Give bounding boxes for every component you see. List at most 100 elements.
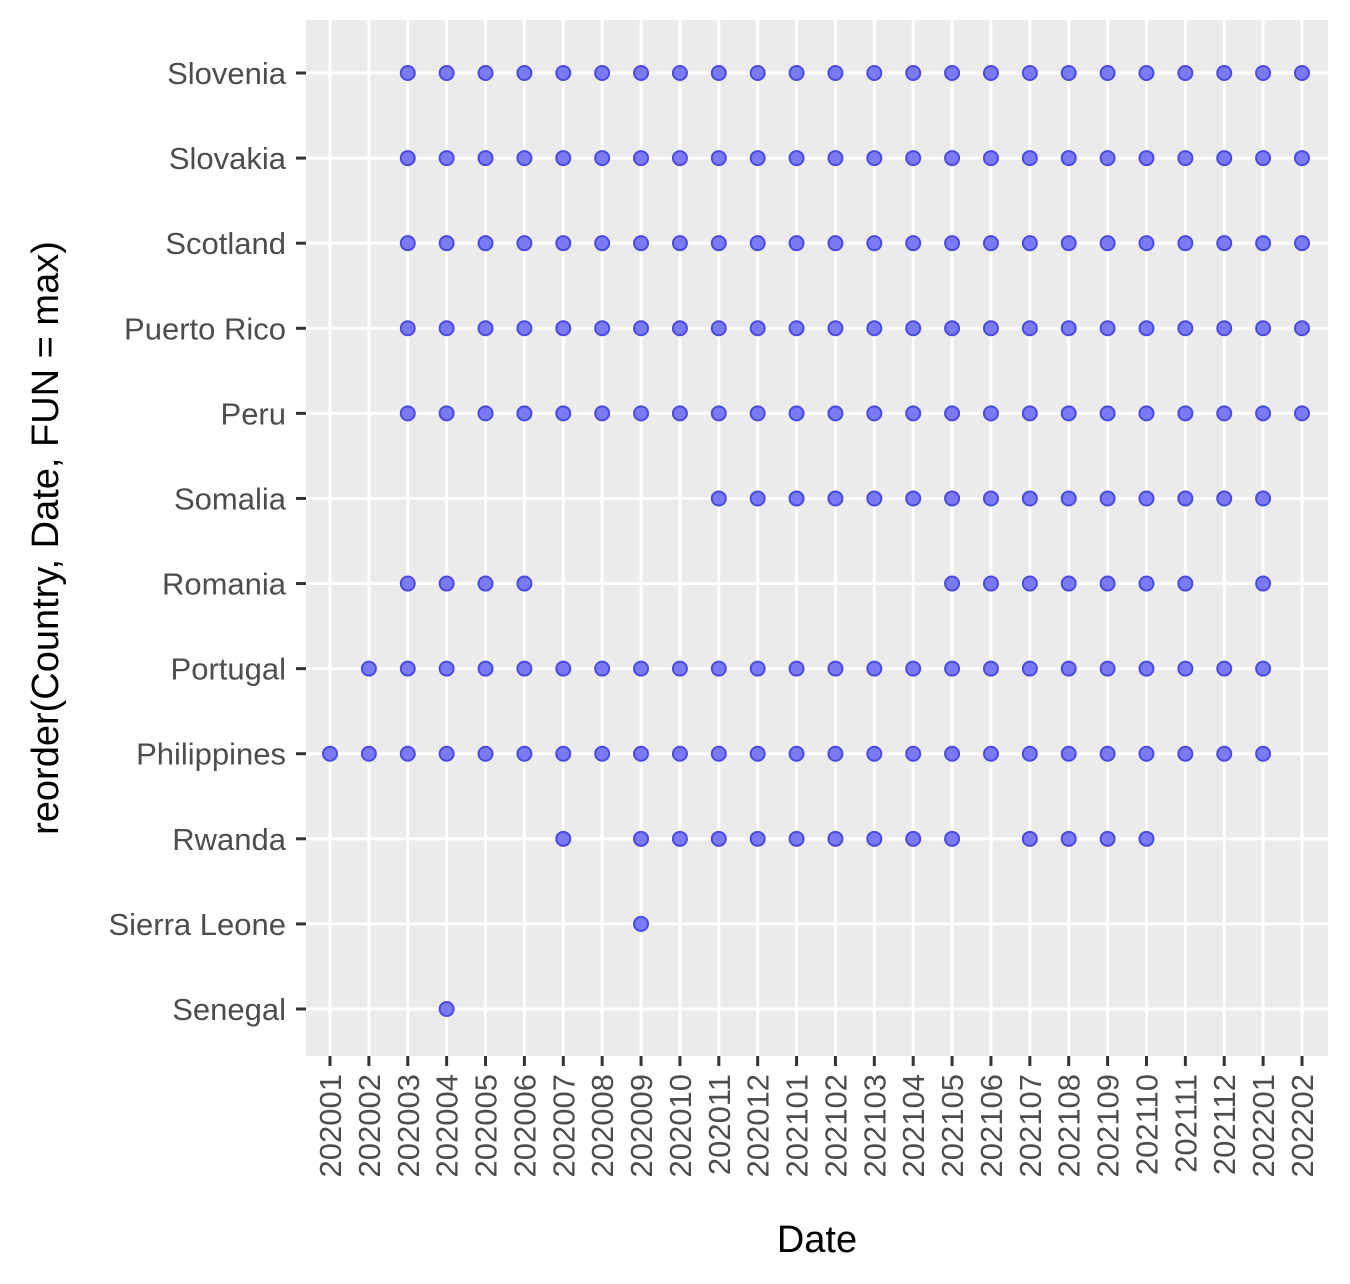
- data-point: [594, 65, 611, 81]
- x-tick-label: 202001: [313, 1074, 348, 1177]
- x-tick-label: 202202: [1285, 1074, 1320, 1177]
- data-point: [1255, 490, 1272, 507]
- data-point: [905, 320, 922, 337]
- data-point: [827, 65, 844, 81]
- data-point: [866, 320, 883, 337]
- data-point: [1060, 660, 1077, 677]
- data-point: [1138, 150, 1155, 167]
- data-point: [399, 150, 416, 167]
- x-tick-label: 202201: [1246, 1074, 1281, 1177]
- x-tick-label: 202111: [1168, 1074, 1203, 1173]
- data-point: [1216, 490, 1233, 507]
- data-point: [399, 405, 416, 422]
- data-point: [905, 830, 922, 847]
- data-point: [516, 320, 533, 337]
- y-tick-label: Puerto Rico: [124, 311, 286, 346]
- data-point: [477, 150, 494, 167]
- data-point: [905, 405, 922, 422]
- x-tick-label: 202110: [1129, 1074, 1164, 1175]
- data-point: [555, 65, 572, 81]
- y-tick-label: Portugal: [171, 652, 286, 687]
- data-point: [1255, 405, 1272, 422]
- y-grid-lines: [306, 71, 1328, 1011]
- data-point: [1099, 745, 1116, 762]
- data-point: [477, 660, 494, 677]
- data-point: [749, 150, 766, 167]
- x-tick-label: 202003: [391, 1074, 426, 1177]
- data-point: [516, 150, 533, 167]
- data-point: [1216, 150, 1233, 167]
- data-point: [1177, 320, 1194, 337]
- data-point: [594, 235, 611, 252]
- data-point: [360, 745, 377, 762]
- data-point: [710, 405, 727, 422]
- data-point: [944, 575, 961, 592]
- x-tick-label: 202106: [974, 1074, 1009, 1177]
- data-point: [1216, 235, 1233, 252]
- data-point: [905, 660, 922, 677]
- data-point: [633, 235, 650, 252]
- data-point: [1060, 405, 1077, 422]
- data-point: [1099, 490, 1116, 507]
- data-point: [399, 65, 416, 81]
- data-point: [360, 660, 377, 677]
- data-point: [1177, 490, 1194, 507]
- data-point: [866, 150, 883, 167]
- x-tick-label: 202102: [818, 1074, 853, 1177]
- data-point: [827, 745, 844, 762]
- y-tick-label: Peru: [221, 396, 286, 431]
- y-tick-label: Slovenia: [167, 56, 287, 91]
- y-tick-label: Rwanda: [172, 822, 286, 857]
- data-point: [1255, 575, 1272, 592]
- y-tick-label: Philippines: [136, 737, 286, 772]
- data-point: [1021, 660, 1038, 677]
- data-point: [710, 660, 727, 677]
- data-point: [905, 235, 922, 252]
- data-point: [633, 745, 650, 762]
- data-point: [1294, 405, 1310, 422]
- data-point: [671, 745, 688, 762]
- data-point: [866, 490, 883, 507]
- data-point: [866, 830, 883, 847]
- data-point: [399, 575, 416, 592]
- data-point: [1099, 65, 1116, 81]
- data-point: [1255, 660, 1272, 677]
- data-point: [1216, 660, 1233, 677]
- data-point: [477, 405, 494, 422]
- data-point: [438, 65, 455, 81]
- data-point: [905, 65, 922, 81]
- data-point: [1099, 150, 1116, 167]
- data-point: [788, 660, 805, 677]
- data-point: [1255, 745, 1272, 762]
- data-point: [866, 65, 883, 81]
- data-point: [671, 660, 688, 677]
- data-point: [671, 65, 688, 81]
- data-point: [944, 830, 961, 847]
- data-point: [671, 405, 688, 422]
- data-point: [671, 320, 688, 337]
- data-point: [749, 405, 766, 422]
- y-axis-title: reorder(Country, Date, FUN = max): [25, 241, 67, 835]
- data-point: [1294, 235, 1310, 252]
- data-point: [1216, 745, 1233, 762]
- data-point: [1060, 745, 1077, 762]
- data-point: [555, 745, 572, 762]
- data-point: [594, 320, 611, 337]
- x-tick-label: 202112: [1207, 1074, 1242, 1175]
- data-point: [555, 320, 572, 337]
- data-point: [1177, 150, 1194, 167]
- data-point: [827, 150, 844, 167]
- data-point: [866, 235, 883, 252]
- data-point: [866, 660, 883, 677]
- data-point: [982, 65, 999, 81]
- data-point: [555, 660, 572, 677]
- data-point: [399, 660, 416, 677]
- data-point: [438, 1001, 455, 1017]
- data-point: [827, 490, 844, 507]
- data-point: [1021, 830, 1038, 847]
- x-tick-label: 202006: [507, 1074, 542, 1177]
- x-axis-title: Date: [777, 1219, 857, 1261]
- data-point: [594, 405, 611, 422]
- data-point: [1177, 660, 1194, 677]
